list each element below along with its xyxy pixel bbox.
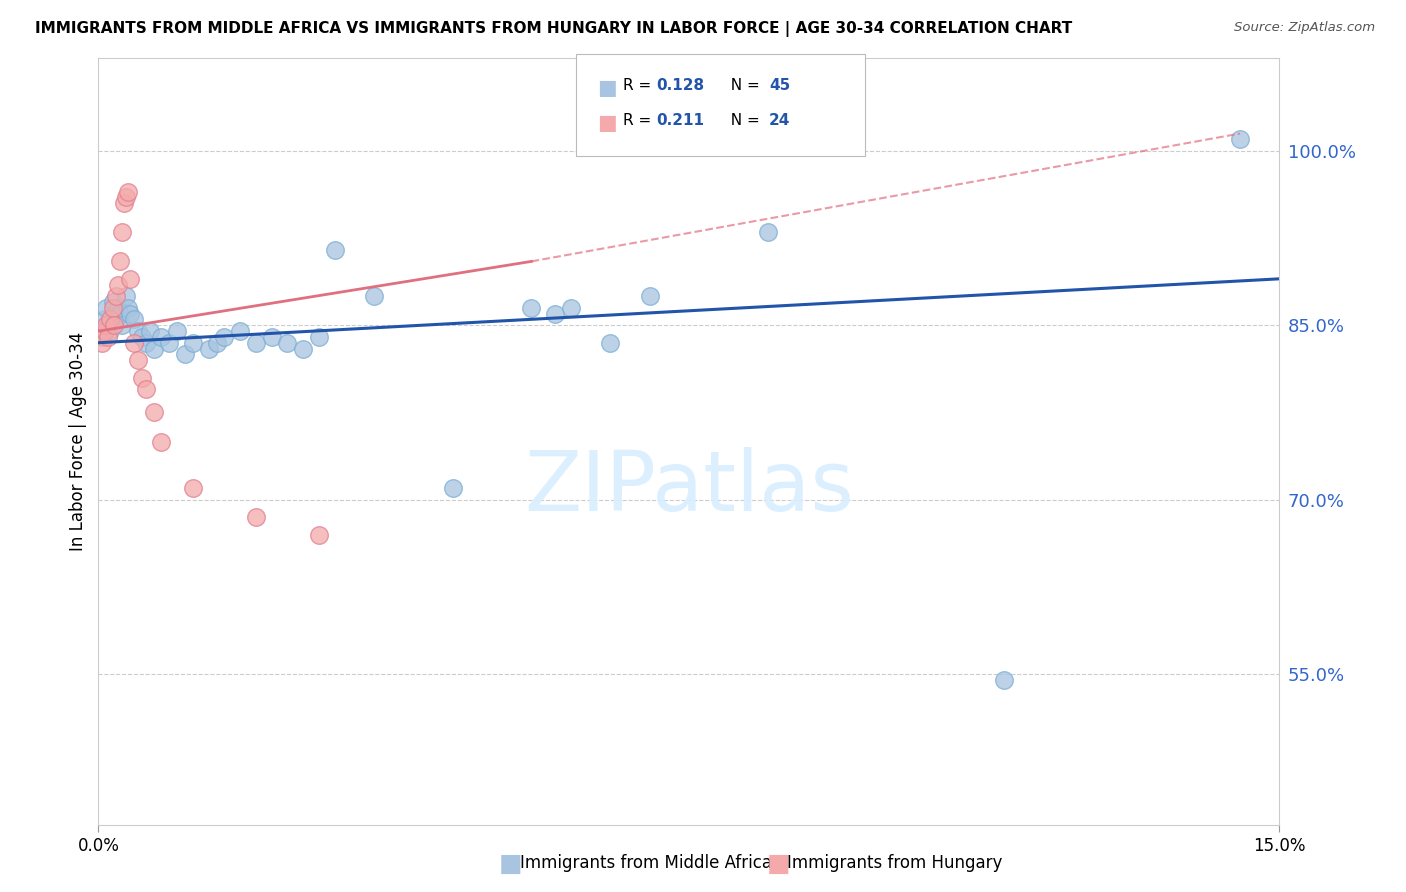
Point (205, 335, 228, 350)
Point (292, 342, 315, 356)
Point (544, 307, 567, 321)
Point (97, 330, 120, 344)
Point (118, 307, 141, 321)
Point (363, 289, 385, 303)
Text: 0.211: 0.211 (657, 113, 704, 128)
Point (756, 225, 779, 239)
Point (104, 312, 127, 326)
Point (174, 347, 197, 361)
Point (91, 335, 114, 350)
Text: N =: N = (721, 78, 765, 93)
Point (131, 330, 153, 344)
Point (229, 324, 252, 338)
Point (96, 301, 118, 315)
Point (107, 277, 129, 292)
Point (135, 335, 157, 350)
Point (93, 312, 115, 326)
Point (112, 196, 135, 211)
Point (150, 434, 173, 449)
Point (166, 324, 188, 338)
Point (101, 301, 124, 315)
Point (245, 510, 267, 524)
Text: ■: ■ (598, 113, 617, 133)
Text: Source: ZipAtlas.com: Source: ZipAtlas.com (1234, 21, 1375, 34)
Text: ■: ■ (766, 852, 790, 875)
Point (103, 318, 125, 333)
Point (117, 301, 139, 315)
Point (150, 330, 173, 344)
Point (142, 405, 165, 419)
Point (127, 353, 149, 368)
Text: N =: N = (721, 113, 765, 128)
Text: R =: R = (623, 113, 657, 128)
Point (93, 324, 115, 338)
Point (181, 335, 204, 350)
Point (135, 382, 157, 396)
Text: Immigrants from Middle Africa: Immigrants from Middle Africa (520, 855, 772, 872)
Text: R =: R = (623, 78, 657, 93)
Point (97, 318, 120, 333)
Text: ■: ■ (598, 78, 617, 97)
Point (520, 301, 543, 315)
Point (110, 307, 132, 321)
Point (197, 342, 219, 356)
Point (96, 318, 118, 333)
Point (115, 190, 138, 204)
Y-axis label: In Labor Force | Age 30-34: In Labor Force | Age 30-34 (69, 332, 87, 551)
Point (260, 330, 283, 344)
Point (107, 301, 129, 315)
Point (276, 335, 298, 350)
Point (117, 185, 139, 199)
Point (214, 330, 236, 344)
Point (157, 335, 180, 350)
Point (323, 243, 346, 257)
Point (122, 335, 145, 350)
Point (441, 481, 464, 495)
Text: ZIPatlas: ZIPatlas (524, 447, 853, 528)
Text: ■: ■ (499, 852, 523, 875)
Point (101, 295, 124, 310)
Text: 0.128: 0.128 (657, 78, 704, 93)
Point (127, 324, 149, 338)
Point (103, 307, 125, 321)
Point (308, 527, 330, 541)
Point (308, 330, 330, 344)
Point (118, 272, 141, 286)
Point (111, 225, 134, 239)
Text: 24: 24 (769, 113, 790, 128)
Point (638, 289, 661, 303)
Point (110, 254, 132, 268)
Point (115, 289, 138, 303)
Point (1229, 132, 1251, 146)
Point (111, 318, 134, 333)
Point (245, 335, 267, 350)
Text: 45: 45 (769, 78, 790, 93)
Point (181, 481, 204, 495)
Point (98, 312, 121, 326)
Point (131, 370, 153, 384)
Point (993, 673, 1015, 687)
Point (599, 335, 621, 350)
Point (122, 312, 145, 326)
Point (560, 301, 582, 315)
Text: Immigrants from Hungary: Immigrants from Hungary (787, 855, 1002, 872)
Point (98, 324, 121, 338)
Point (91, 330, 114, 344)
Point (138, 324, 160, 338)
Point (142, 342, 165, 356)
Point (104, 289, 127, 303)
Text: IMMIGRANTS FROM MIDDLE AFRICA VS IMMIGRANTS FROM HUNGARY IN LABOR FORCE | AGE 30: IMMIGRANTS FROM MIDDLE AFRICA VS IMMIGRA… (35, 21, 1073, 37)
